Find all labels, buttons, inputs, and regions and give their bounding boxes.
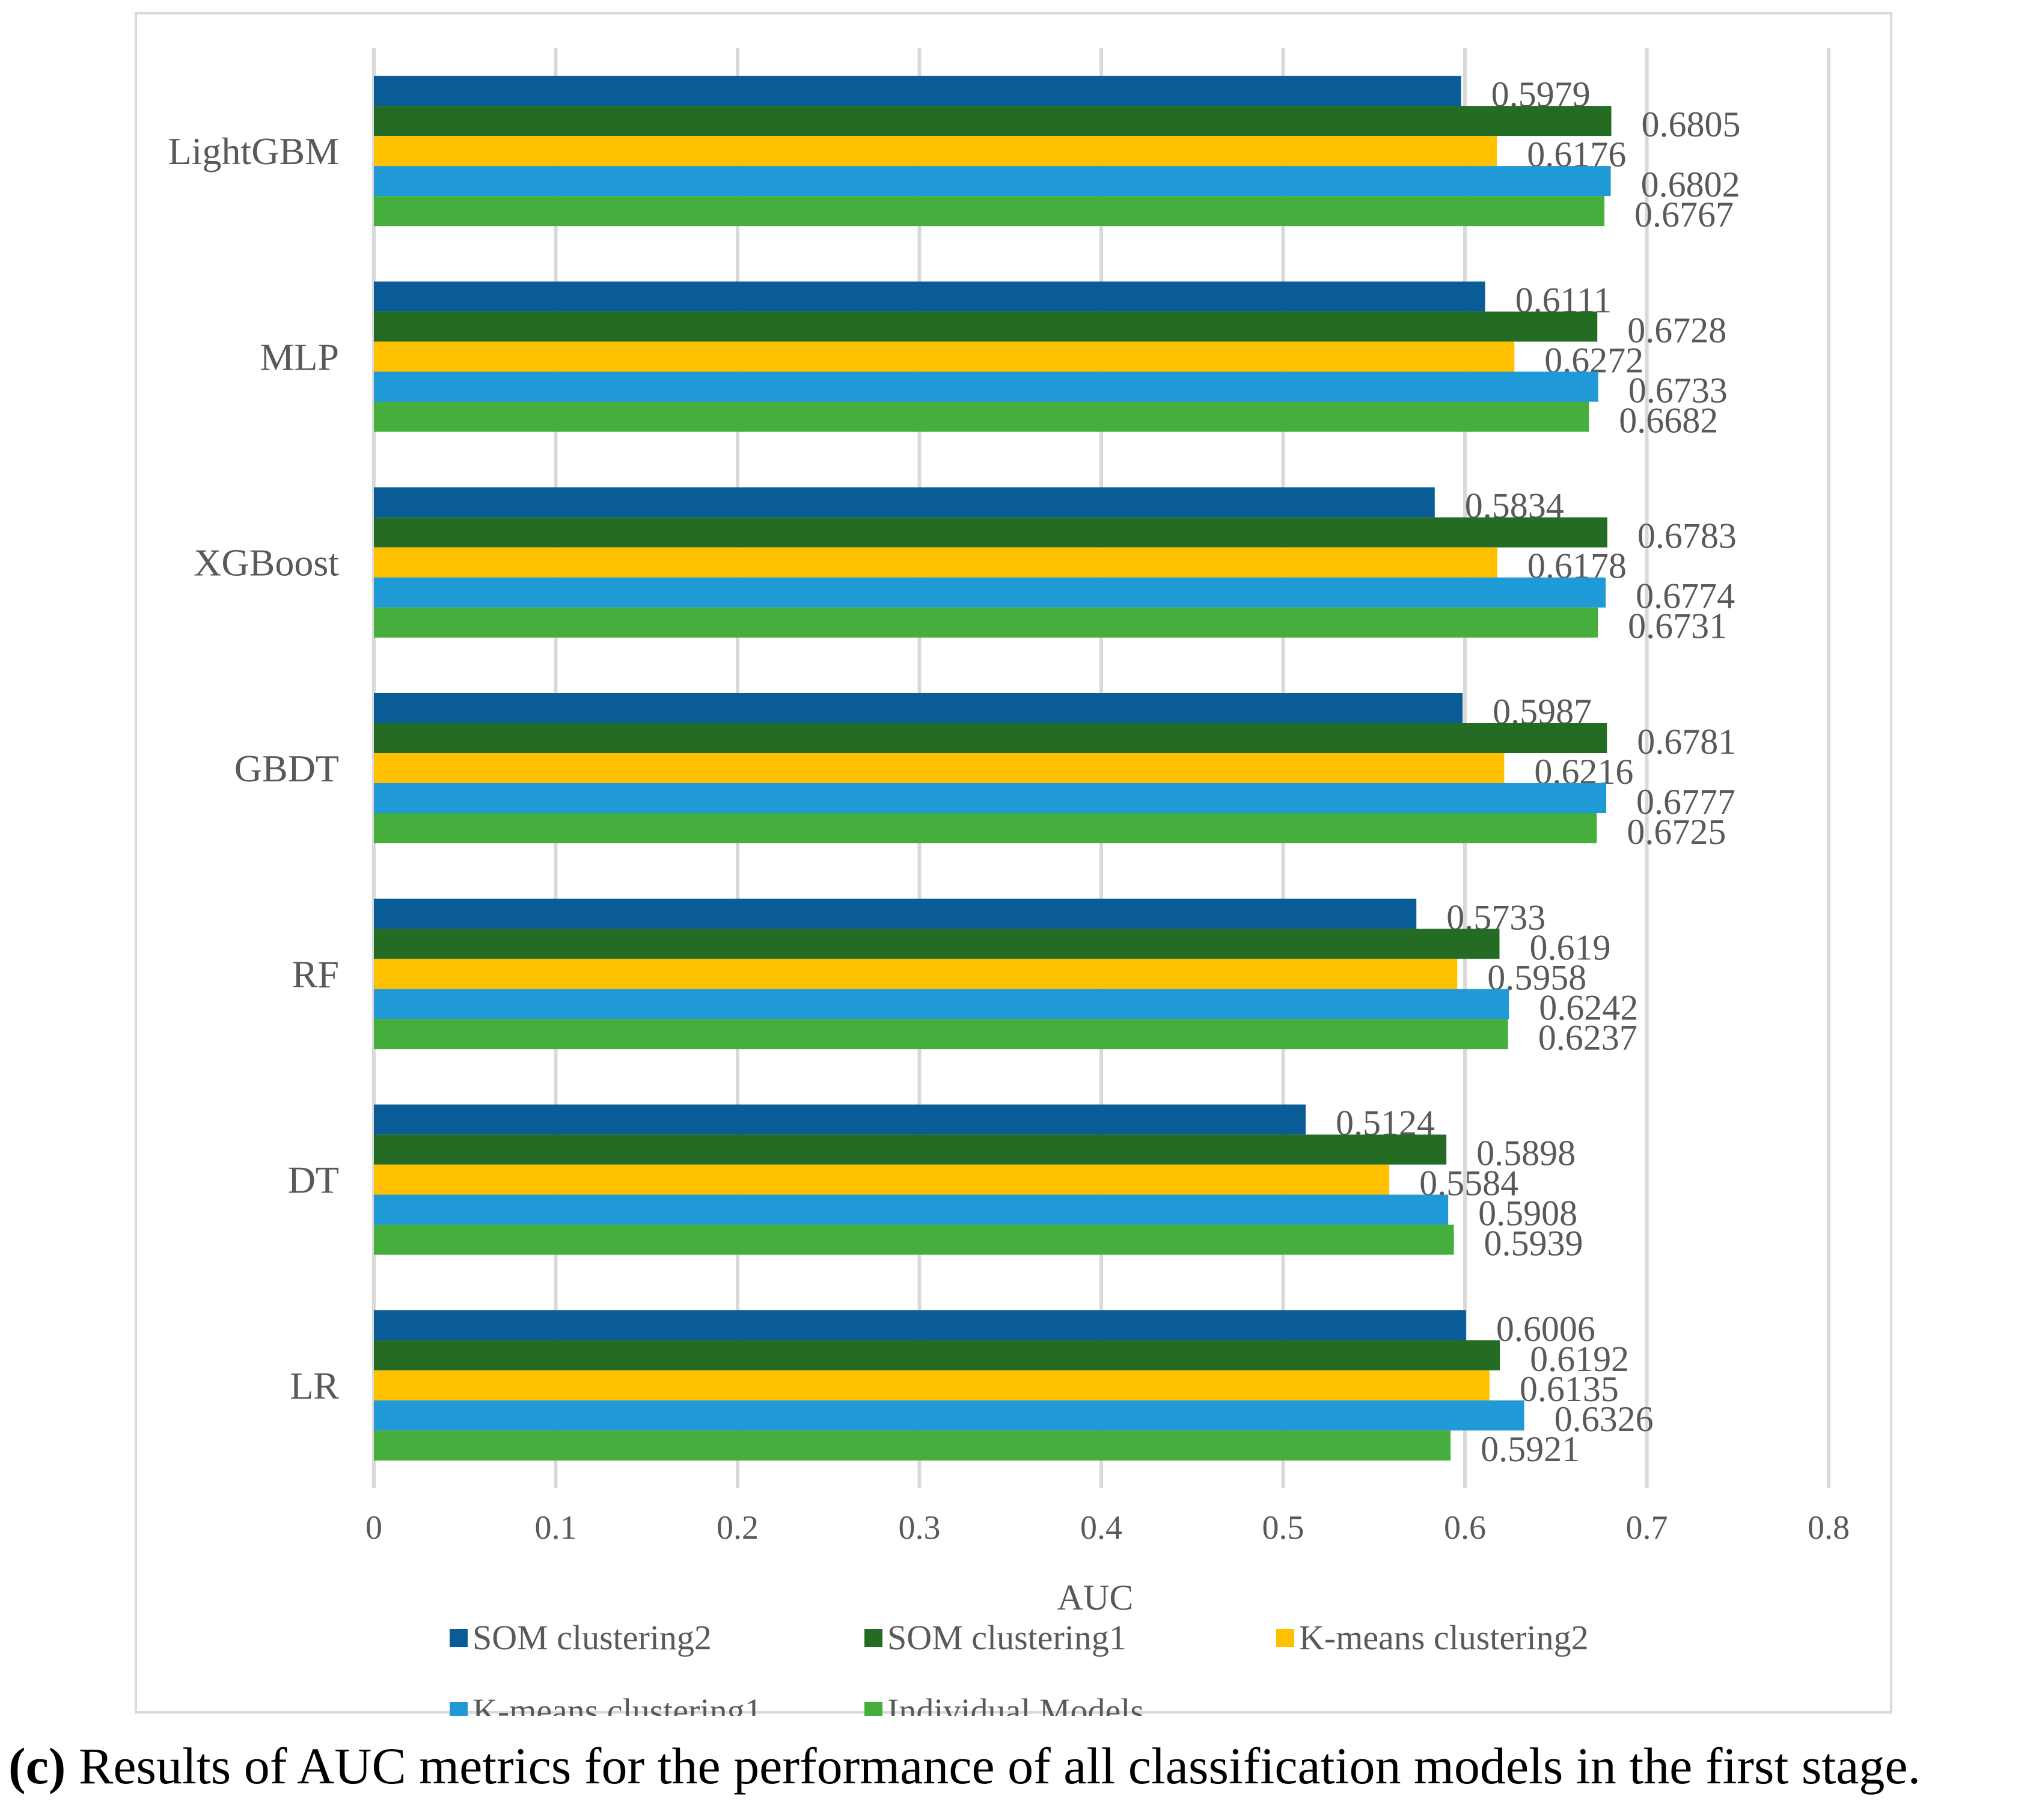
legend-swatch-individual-models [864, 1702, 882, 1716]
legend-label-k-means-clustering2: K-means clustering2 [1299, 1618, 1589, 1657]
bar-dt-som-clustering1 [374, 1134, 1447, 1165]
category-label-gbdt: GBDT [234, 747, 339, 790]
data-label-gbdt-individual-models: 0.6725 [1627, 812, 1726, 852]
bar-dt-individual-models [374, 1224, 1454, 1255]
bar-gbdt-som-clustering2 [374, 693, 1463, 723]
x-tick-label-0.7: 0.7 [1626, 1509, 1668, 1547]
data-label-dt-individual-models: 0.5939 [1484, 1224, 1583, 1263]
category-label-lr: LR [290, 1364, 339, 1407]
bar-xgboost-k-means-clustering2 [374, 547, 1497, 578]
data-label-dt-som-clustering1: 0.5898 [1476, 1134, 1576, 1173]
data-label-lr-individual-models: 0.5921 [1481, 1429, 1580, 1469]
bar-mlp-som-clustering1 [374, 311, 1598, 342]
category-label-mlp: MLP [260, 335, 339, 378]
data-label-lightgbm-k-means-clustering1: 0.6802 [1641, 165, 1740, 204]
bar-lr-som-clustering1 [374, 1340, 1500, 1370]
legend-label-som-clustering2: SOM clustering2 [472, 1618, 712, 1657]
category-label-lightgbm: LightGBM [168, 130, 339, 173]
data-label-rf-individual-models: 0.6237 [1538, 1018, 1637, 1057]
x-axis-title: AUC [1057, 1578, 1134, 1617]
bar-lightgbm-som-clustering2 [374, 76, 1461, 106]
bar-mlp-som-clustering2 [374, 281, 1485, 312]
data-label-xgboost-k-means-clustering1: 0.6774 [1636, 576, 1735, 616]
bar-lightgbm-som-clustering1 [374, 106, 1612, 136]
x-tick-label-0: 0 [365, 1509, 382, 1547]
bar-lr-k-means-clustering2 [374, 1370, 1490, 1400]
bar-lr-k-means-clustering1 [374, 1400, 1524, 1431]
bar-gbdt-individual-models [374, 813, 1597, 843]
x-tick-label-0.5: 0.5 [1262, 1509, 1304, 1547]
data-label-gbdt-k-means-clustering1: 0.6777 [1636, 782, 1735, 822]
category-label-xgboost: XGBoost [194, 542, 339, 584]
legend-label-individual-models: Individual Models [887, 1691, 1144, 1716]
bar-lr-som-clustering2 [374, 1310, 1466, 1340]
bar-dt-som-clustering2 [374, 1104, 1306, 1135]
bar-rf-individual-models [374, 1019, 1508, 1049]
bar-xgboost-som-clustering2 [374, 487, 1435, 518]
bar-lightgbm-k-means-clustering2 [374, 136, 1497, 166]
data-label-mlp-individual-models: 0.6682 [1619, 400, 1718, 440]
caption-text: Results of AUC metrics for the performan… [66, 1737, 1921, 1795]
bar-dt-k-means-clustering2 [374, 1164, 1390, 1195]
bar-mlp-individual-models [374, 402, 1589, 432]
bar-rf-som-clustering2 [374, 899, 1417, 929]
bar-lightgbm-individual-models [374, 196, 1605, 227]
bar-rf-k-means-clustering1 [374, 989, 1509, 1019]
legend-swatch-som-clustering1 [864, 1629, 882, 1647]
bar-xgboost-k-means-clustering1 [374, 577, 1606, 608]
bar-gbdt-k-means-clustering1 [374, 783, 1607, 813]
category-label-dt: DT [288, 1159, 339, 1202]
legend-swatch-k-means-clustering2 [1276, 1629, 1294, 1647]
data-label-rf-k-means-clustering1: 0.6242 [1539, 988, 1638, 1027]
x-tick-label-0.1: 0.1 [535, 1509, 577, 1547]
data-label-gbdt-som-clustering1: 0.6781 [1637, 722, 1736, 762]
bar-lr-individual-models [374, 1430, 1451, 1461]
legend-swatch-som-clustering2 [450, 1629, 468, 1647]
bar-rf-som-clustering1 [374, 929, 1500, 959]
bar-mlp-k-means-clustering2 [374, 341, 1515, 372]
data-label-lr-som-clustering1: 0.6192 [1530, 1339, 1629, 1379]
data-label-lr-som-clustering2: 0.6006 [1496, 1309, 1595, 1349]
x-tick-label-0.2: 0.2 [717, 1509, 759, 1547]
data-label-rf-som-clustering1: 0.619 [1529, 927, 1610, 967]
x-tick-label-0.6: 0.6 [1444, 1509, 1486, 1547]
bar-lightgbm-k-means-clustering1 [374, 166, 1611, 197]
chart-frame: 0 0.1 0.2 0.3 0.4 0.5 0.6 0.7 0.8 LR 0.6006 0.6192 0… [135, 12, 1892, 1716]
bar-rf-k-means-clustering2 [374, 959, 1458, 989]
bar-xgboost-individual-models [374, 607, 1598, 638]
chart: 0 0.1 0.2 0.3 0.4 0.5 0.6 0.7 0.8LR0.60060.61920… [168, 48, 1850, 1716]
legend-label-som-clustering1: SOM clustering1 [887, 1618, 1127, 1657]
x-tick-label-0.4: 0.4 [1080, 1509, 1122, 1547]
bar-gbdt-k-means-clustering2 [374, 753, 1505, 783]
caption-label: (c) [8, 1737, 66, 1795]
data-label-lightgbm-som-clustering1: 0.6805 [1642, 105, 1741, 144]
data-label-mlp-k-means-clustering1: 0.6733 [1628, 370, 1728, 410]
bar-gbdt-som-clustering1 [374, 723, 1607, 753]
data-label-xgboost-individual-models: 0.6731 [1628, 606, 1727, 646]
category-label-rf: RF [292, 953, 339, 995]
bar-dt-k-means-clustering1 [374, 1194, 1449, 1225]
x-tick-label-0.3: 0.3 [899, 1509, 941, 1547]
x-tick-label-0.8: 0.8 [1808, 1509, 1850, 1547]
data-label-dt-k-means-clustering1: 0.5908 [1478, 1194, 1577, 1233]
figure-caption: (c) Results of AUC metrics for the perfo… [0, 1724, 2030, 1808]
data-label-lr-k-means-clustering2: 0.6135 [1520, 1369, 1619, 1409]
legend-swatch-k-means-clustering1 [450, 1702, 468, 1716]
data-label-lr-k-means-clustering1: 0.6326 [1555, 1399, 1654, 1439]
data-label-xgboost-som-clustering1: 0.6783 [1637, 516, 1737, 556]
data-label-mlp-som-clustering1: 0.6728 [1627, 310, 1726, 350]
legend-label-k-means-clustering1: K-means clustering1 [472, 1691, 762, 1716]
bar-mlp-k-means-clustering1 [374, 371, 1598, 402]
data-label-lightgbm-individual-models: 0.6767 [1634, 195, 1734, 234]
bar-xgboost-som-clustering1 [374, 517, 1607, 548]
